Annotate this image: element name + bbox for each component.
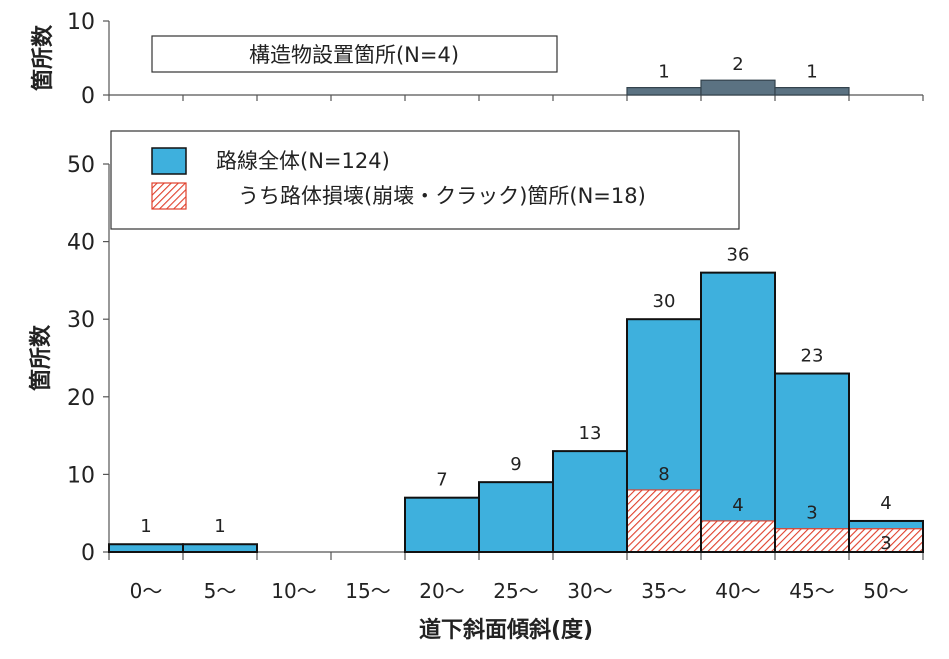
top-y-tick-label: 10 <box>67 10 95 35</box>
total-bar <box>108 543 184 553</box>
x-tick-label: 5～ <box>204 579 237 603</box>
main-y-tick-label: 20 <box>67 386 95 411</box>
damaged-bar <box>702 520 774 551</box>
total-bar-data-label: 4 <box>880 493 891 514</box>
x-tick-label: 40～ <box>715 579 760 603</box>
total-bar-data-label: 7 <box>436 470 447 491</box>
total-bar-data-label: 1 <box>140 516 151 537</box>
damaged-bar <box>850 528 922 551</box>
total-bar <box>182 543 258 553</box>
x-tick-label: 10～ <box>271 579 316 603</box>
main-legend-box <box>110 130 740 230</box>
top-legend-label: 構造物設置箇所(N=4) <box>249 43 459 67</box>
total-bar <box>774 372 850 553</box>
x-tick-label: 45～ <box>789 579 834 603</box>
x-tick-label: 35～ <box>641 579 686 603</box>
main-y-tick-label: 50 <box>67 153 95 178</box>
top-bar <box>774 86 850 96</box>
x-tick-label: 30～ <box>567 579 612 603</box>
x-tick-label: 15～ <box>345 579 390 603</box>
damaged-bar-data-label: 8 <box>658 464 669 485</box>
top-bar-data-label: 2 <box>732 54 743 75</box>
total-bar-data-label: 23 <box>801 346 824 367</box>
total-bar-data-label: 13 <box>579 423 602 444</box>
main-y-tick-label: 30 <box>67 308 95 333</box>
damaged-bar <box>776 528 848 551</box>
total-bar <box>552 450 628 553</box>
damaged-bar <box>628 489 700 551</box>
total-bar <box>700 271 776 553</box>
legend-label-total: 路線全体(N=124) <box>216 149 390 173</box>
main-y-tick-label: 40 <box>67 231 95 256</box>
total-bar-data-label: 1 <box>214 516 225 537</box>
top-bar <box>700 79 776 96</box>
x-tick-label: 25～ <box>493 579 538 603</box>
x-tick-label: 20～ <box>419 579 464 603</box>
damaged-bar-data-label: 4 <box>732 495 743 516</box>
total-bar <box>478 481 554 553</box>
main-y-axis-label: 箇所数 <box>28 324 54 391</box>
top-bar-data-label: 1 <box>806 62 817 83</box>
damaged-bar-data-label: 3 <box>806 503 817 524</box>
total-bar <box>404 496 480 553</box>
legend-swatch-damaged <box>151 182 187 210</box>
top-y-tick-label: 0 <box>81 84 95 109</box>
legend-swatch-total <box>151 147 187 175</box>
top-y-axis-label: 箇所数 <box>30 24 56 91</box>
total-bar-data-label: 30 <box>653 291 676 312</box>
top-bar-data-label: 1 <box>658 62 669 83</box>
top-bar <box>626 86 702 96</box>
damaged-bar-data-label: 3 <box>880 533 891 554</box>
total-bar-data-label: 36 <box>727 245 750 266</box>
x-tick-label: 0～ <box>130 579 163 603</box>
top-legend-box <box>151 35 558 73</box>
main-y-tick-label: 0 <box>81 541 95 566</box>
main-y-tick-label: 10 <box>67 463 95 488</box>
x-tick-label: 50～ <box>863 579 908 603</box>
legend-label-damaged: うち路体損壊(崩壊・クラック)箇所(N=18) <box>238 184 646 208</box>
x-axis-label: 道下斜面傾斜(度) <box>419 617 593 643</box>
total-bar-data-label: 9 <box>510 454 521 475</box>
